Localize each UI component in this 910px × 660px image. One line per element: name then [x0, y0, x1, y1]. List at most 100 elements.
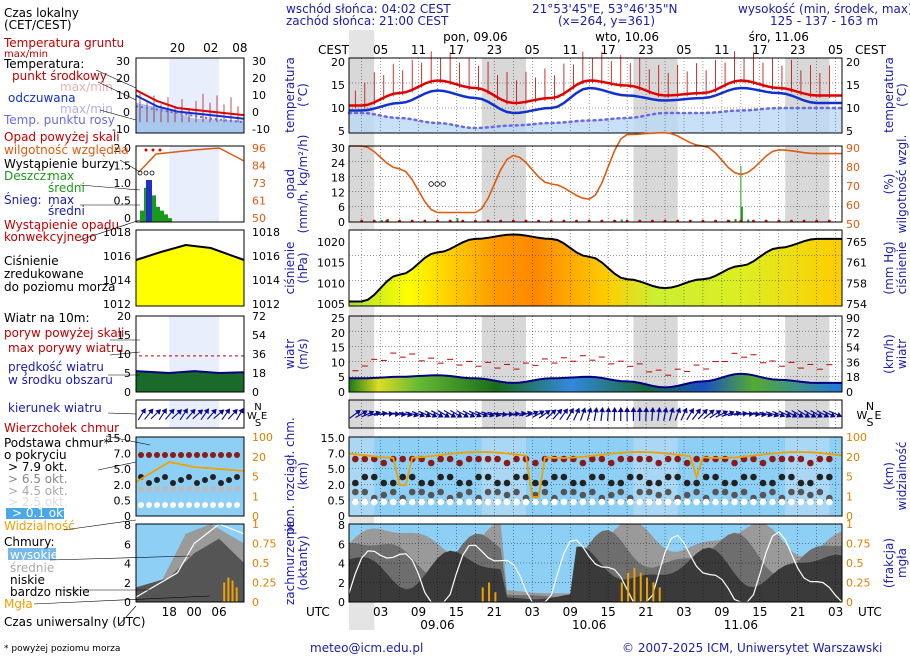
- tick-label-left: 0.5: [114, 494, 132, 507]
- cloud-base-dot-01: [769, 498, 776, 506]
- wind-arrow-head: [425, 412, 432, 418]
- legend-connector: [33, 595, 211, 605]
- wind-arrow-head: [668, 407, 675, 413]
- fog-bar: [494, 592, 497, 602]
- tick-label-left: 1018: [103, 226, 131, 239]
- tick-label-left: -10: [112, 123, 130, 136]
- legend-precip-tick: 0.5: [114, 195, 132, 208]
- wind-arrow: [559, 408, 568, 421]
- legend-text-precip-over: Opad powyżej skali: [4, 130, 120, 144]
- legend-connector: [109, 351, 141, 356]
- wind-arrow: [624, 407, 631, 422]
- cloud-base-dot-01: [636, 498, 644, 506]
- wind-arrow: [636, 407, 643, 422]
- cloud-base-dot-45: [683, 491, 691, 499]
- legend-wind-arrow: [236, 407, 244, 421]
- precip-left-title: opad: [283, 169, 297, 199]
- legend-night-band: [169, 146, 220, 222]
- wind-arrow-head: [791, 412, 798, 418]
- legend-text-pressure-1: Ciśnienie: [4, 254, 59, 268]
- legend-precip-bar: [168, 218, 172, 222]
- legend-cloud-dot-79: [226, 452, 232, 458]
- cloud-base-dot-65: [721, 479, 729, 487]
- tick-label-left: 7.0: [328, 448, 346, 461]
- tick-label-left: 5: [338, 371, 345, 384]
- legend-rh-line: [139, 147, 245, 172]
- bottom-hour-label: 09: [411, 605, 426, 619]
- cloud-base-dot-01: [778, 498, 786, 506]
- cloud-base-dot-65: [427, 479, 435, 487]
- altitude-values: 125 - 137 - 163 m: [770, 14, 879, 28]
- storm-marker: [428, 181, 434, 187]
- legend-precip-tick: 2.0: [114, 142, 132, 155]
- wind-speed-line: [349, 372, 842, 389]
- legend-compass-e: E: [261, 411, 267, 422]
- rh-tick: 90: [846, 142, 860, 155]
- legend-text-pressure-2: zredukowane: [4, 267, 84, 281]
- wind-arrow: [573, 407, 581, 421]
- cloud-base-dot-01: [617, 498, 625, 506]
- wind-arrow: [697, 408, 708, 420]
- legend-fog-line: [135, 523, 245, 598]
- wind-arrow: [349, 409, 361, 419]
- wind-arrow-head: [722, 410, 729, 416]
- cloud-base-dot-65: [636, 473, 644, 481]
- legend-text-okt-45: > 4.5 okt.: [8, 484, 68, 498]
- wind-arrow-head: [798, 412, 804, 418]
- cloud-base-dot-65: [399, 473, 407, 481]
- precip-bar: [734, 219, 737, 222]
- legend-cloud-dot-65: [194, 480, 200, 486]
- legend-wind-arrow: [221, 408, 231, 420]
- cloud-base-dot-65: [731, 479, 738, 487]
- legend-text-felt-maxmin: max/min: [60, 102, 113, 116]
- legend-text-wind-dir: kierunek wiatru: [8, 401, 102, 415]
- press-left-title: ciśnienie: [283, 242, 297, 295]
- legend-utc-hour: 18: [162, 605, 177, 619]
- cloud-base-dot-79: [750, 455, 757, 463]
- wind-arrow: [424, 410, 438, 418]
- tick-label-left: 12: [331, 186, 345, 199]
- wind-arrow: [715, 410, 729, 418]
- wind-arrow-head: [592, 407, 599, 413]
- cloud-base-dot-01: [437, 498, 444, 506]
- legend-vis-line: [135, 461, 245, 483]
- press-right-title: ciśnienie: [895, 242, 909, 295]
- legend-text-wind-area: w środku obszaru: [8, 373, 113, 387]
- wind-arrow-head: [823, 412, 830, 418]
- wind-arrow-head: [437, 412, 444, 418]
- wind-arrow: [674, 407, 682, 421]
- precip-frame: [348, 145, 843, 223]
- tick-label-right: 1016: [252, 250, 280, 263]
- legend-connector: [95, 69, 137, 89]
- frac-tick: 0.75: [846, 538, 871, 551]
- cloud-base-dot-65: [446, 473, 454, 481]
- wind-arrow: [703, 409, 715, 419]
- legend-text-gust-over: poryw powyżej skali: [4, 326, 124, 340]
- tick-label-left: 2.0: [114, 479, 132, 492]
- bottom-hour-label: 03: [373, 605, 388, 619]
- tick-label-left: 10: [331, 356, 345, 369]
- legend-text-mid-point: punkt środkowy: [12, 69, 107, 83]
- wind-frame: [348, 315, 843, 393]
- legend-text-max-gust: max porywy wiatru: [8, 341, 123, 355]
- cloud-base-dot-65: [797, 479, 805, 487]
- cloud-base-dot-01: [683, 498, 691, 506]
- cloud-base-dot-45: [418, 488, 425, 496]
- cloud-base-dot-65: [456, 479, 463, 487]
- cloud-base-dot-79: [380, 459, 388, 467]
- wind-arrow-head: [538, 410, 545, 416]
- legend-cloud-dot-45: [186, 486, 192, 492]
- tick-label-right: 15: [846, 79, 860, 92]
- tick-label-right: 10: [252, 89, 266, 102]
- legend-cloud-dot-79: [194, 452, 200, 458]
- cloud-base-dot-65: [816, 473, 824, 481]
- bottom-date-label: 11.06: [724, 618, 758, 632]
- legend-frac-tick: 0.5: [252, 557, 270, 570]
- top-hour-label: 11: [714, 43, 729, 57]
- legend-rh-tick: 61: [252, 195, 266, 208]
- tick-label-left: 6: [338, 201, 345, 214]
- legend-wind-arrow: [171, 409, 183, 420]
- cloud-base-dot-79: [712, 455, 719, 463]
- cloud-base-dot-01: [664, 498, 672, 506]
